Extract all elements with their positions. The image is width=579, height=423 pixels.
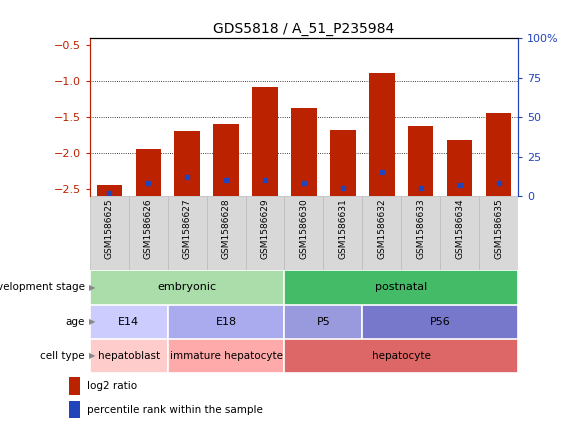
Bar xyxy=(252,87,278,196)
Bar xyxy=(129,196,168,270)
Text: GSM1586625: GSM1586625 xyxy=(105,198,113,259)
Text: ▶: ▶ xyxy=(89,283,95,292)
Bar xyxy=(214,124,239,196)
Text: GSM1586633: GSM1586633 xyxy=(416,198,426,259)
Text: GSM1586627: GSM1586627 xyxy=(182,198,192,259)
Text: age: age xyxy=(66,317,85,327)
Text: GSM1586632: GSM1586632 xyxy=(378,198,386,259)
Bar xyxy=(486,113,511,196)
Bar xyxy=(90,196,129,270)
Text: P56: P56 xyxy=(430,317,450,327)
Text: GSM1586626: GSM1586626 xyxy=(144,198,153,259)
Bar xyxy=(245,196,284,270)
Text: immature hepatocyte: immature hepatocyte xyxy=(170,351,283,361)
Bar xyxy=(284,270,518,305)
Bar xyxy=(135,149,161,196)
Bar xyxy=(284,305,362,339)
Bar xyxy=(168,305,284,339)
Text: embryonic: embryonic xyxy=(157,283,217,292)
Title: GDS5818 / A_51_P235984: GDS5818 / A_51_P235984 xyxy=(213,22,395,36)
Text: ▶: ▶ xyxy=(89,317,95,326)
Bar xyxy=(324,196,362,270)
Text: cell type: cell type xyxy=(41,351,85,361)
Bar xyxy=(284,196,324,270)
Text: GSM1586631: GSM1586631 xyxy=(339,198,347,259)
Text: percentile rank within the sample: percentile rank within the sample xyxy=(87,405,263,415)
Text: postnatal: postnatal xyxy=(375,283,427,292)
Text: GSM1586635: GSM1586635 xyxy=(494,198,503,259)
Bar xyxy=(408,126,434,196)
Bar xyxy=(362,305,518,339)
Text: GSM1586630: GSM1586630 xyxy=(299,198,309,259)
Bar xyxy=(362,196,401,270)
Text: log2 ratio: log2 ratio xyxy=(87,381,137,391)
Text: GSM1586628: GSM1586628 xyxy=(222,198,230,259)
Bar xyxy=(479,196,518,270)
Bar xyxy=(369,72,394,196)
Bar xyxy=(174,132,200,196)
Text: development stage: development stage xyxy=(0,283,85,292)
Bar xyxy=(90,339,168,373)
Bar xyxy=(90,270,284,305)
Bar xyxy=(291,108,317,196)
Text: E14: E14 xyxy=(118,317,140,327)
Bar xyxy=(69,401,80,418)
Bar xyxy=(401,196,440,270)
Text: hepatoblast: hepatoblast xyxy=(98,351,160,361)
Bar xyxy=(168,339,284,373)
Text: P5: P5 xyxy=(317,317,331,327)
Bar xyxy=(284,339,518,373)
Bar xyxy=(97,185,122,196)
Text: GSM1586634: GSM1586634 xyxy=(455,198,464,259)
Bar xyxy=(207,196,245,270)
Bar xyxy=(447,140,472,196)
Bar xyxy=(330,130,356,196)
Text: E18: E18 xyxy=(215,317,237,327)
Bar xyxy=(90,305,168,339)
Bar xyxy=(69,377,80,395)
Bar xyxy=(168,196,207,270)
Text: ▶: ▶ xyxy=(89,352,95,360)
Text: GSM1586629: GSM1586629 xyxy=(261,198,269,259)
Text: hepatocyte: hepatocyte xyxy=(372,351,431,361)
Bar xyxy=(440,196,479,270)
